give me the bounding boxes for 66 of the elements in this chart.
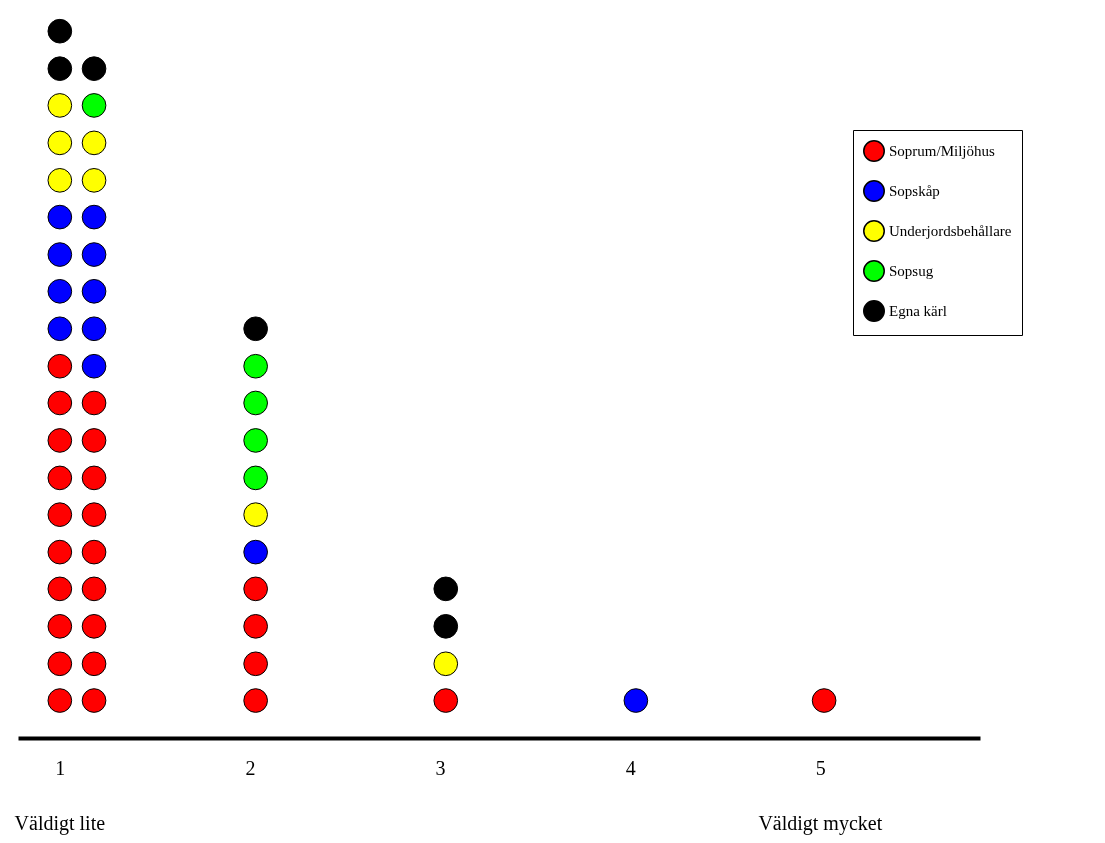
point (81, 651, 107, 677)
point (47, 204, 73, 230)
point (433, 576, 459, 602)
point (81, 428, 107, 453)
point (243, 465, 268, 491)
point (47, 316, 73, 342)
legend-label: Underjordsbehållare (889, 223, 1012, 239)
point (81, 242, 107, 267)
point (47, 56, 73, 81)
point (47, 688, 73, 713)
x-tick-label: 3 (435, 756, 446, 779)
x-tick-label: 5 (815, 756, 826, 779)
point (81, 614, 107, 639)
point (47, 390, 73, 416)
point (243, 353, 268, 379)
point (47, 279, 73, 304)
point (243, 502, 268, 527)
point (433, 688, 459, 713)
point (811, 688, 837, 713)
point (81, 130, 107, 156)
point (47, 428, 73, 453)
point (433, 651, 459, 677)
point (47, 576, 73, 602)
point (243, 316, 268, 342)
point (47, 242, 73, 267)
text: Väldigt lite (14, 812, 106, 835)
point (433, 614, 459, 639)
point (243, 688, 268, 713)
point (81, 168, 107, 193)
legend-label: Egna kärl (889, 303, 947, 319)
point (47, 18, 73, 44)
point (47, 130, 73, 156)
x-tick-label: 4 (625, 756, 636, 779)
point (243, 651, 268, 677)
point (623, 688, 649, 713)
point (81, 316, 107, 342)
point (243, 614, 268, 639)
point (81, 93, 107, 118)
point (47, 465, 73, 491)
point (47, 353, 73, 379)
x-tick-label: 1 (55, 756, 66, 779)
legend-label: Soprum/Miljöhus (889, 143, 996, 159)
point (81, 390, 107, 416)
point (81, 576, 107, 602)
text: Väldigt mycket (758, 812, 883, 835)
point (243, 428, 268, 453)
point (47, 651, 73, 677)
point (81, 56, 107, 81)
point (243, 539, 268, 565)
point (81, 502, 107, 527)
point (243, 576, 268, 602)
legend-label: Sopskåp (889, 183, 940, 199)
point (81, 688, 107, 713)
point (81, 204, 107, 230)
point (81, 539, 107, 565)
point (81, 279, 107, 304)
x-tick-label: 2 (245, 756, 256, 779)
legend-label: Sopsug (889, 263, 934, 279)
point (81, 465, 107, 491)
point (47, 502, 73, 527)
point (81, 353, 107, 379)
point (47, 93, 73, 118)
point (47, 539, 73, 565)
point (243, 390, 268, 416)
point (47, 168, 73, 193)
point (47, 614, 73, 639)
